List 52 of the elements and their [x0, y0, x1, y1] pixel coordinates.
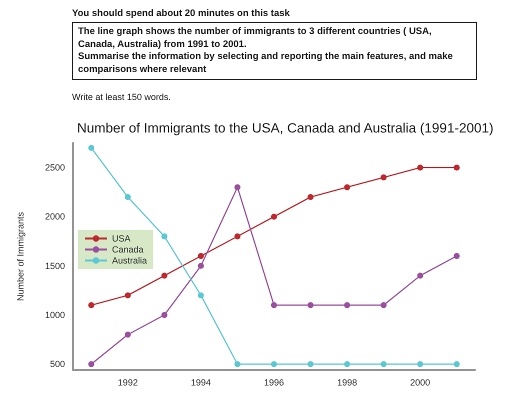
text: Write at least 150 words. [72, 92, 172, 102]
point [344, 361, 350, 368]
point [344, 184, 350, 190]
point [161, 233, 168, 240]
point [308, 194, 314, 200]
legend-label: Australia [112, 256, 148, 266]
y-tick-label: 1500 [44, 260, 65, 271]
point [271, 214, 277, 220]
x-tick-label: 1994 [190, 378, 211, 388]
x-tick-label: 1996 [264, 378, 284, 388]
point [271, 361, 277, 368]
point [124, 292, 131, 298]
point [271, 302, 277, 308]
point [344, 302, 350, 308]
point [380, 174, 387, 180]
point [454, 164, 460, 171]
point [308, 302, 314, 308]
point [88, 302, 94, 308]
point [198, 262, 204, 269]
point [198, 292, 204, 298]
point [161, 312, 168, 318]
point [417, 272, 424, 279]
point [417, 361, 424, 368]
point [124, 194, 131, 200]
text: Summarise the information by selecting and reporting the main features, and make comparisons where relevant [78, 51, 454, 76]
y-tick-label: 500 [50, 359, 65, 370]
point [454, 253, 460, 260]
x-tick-label: 1998 [337, 378, 358, 388]
legend-label: Canada [112, 244, 144, 254]
point [161, 272, 168, 279]
point [454, 361, 460, 368]
chart-title: Number of Immigrants to the USA, Canada and Australia (1991-2001) [77, 120, 494, 136]
point [88, 361, 94, 368]
point [380, 361, 387, 368]
y-axis-title: Number of Immigrants [16, 211, 26, 302]
point [88, 144, 94, 151]
y-tick-label: 2000 [44, 212, 65, 222]
y-tick-label: 2500 [44, 162, 65, 173]
point [198, 253, 204, 260]
point [234, 184, 240, 190]
x-tick-label: 1992 [118, 378, 138, 388]
point [308, 361, 314, 368]
text: You should spend about 20 minutes on this task [72, 8, 291, 19]
x-tick-label: 2000 [410, 378, 430, 388]
point [234, 233, 240, 240]
point [124, 332, 131, 338]
y-tick-label: 1000 [44, 310, 65, 320]
legend-label: USA [112, 234, 131, 244]
point [417, 164, 424, 171]
point [234, 361, 240, 368]
text: The line graph shows the number of immigrants to 3 different countries ( USA, Canada, Australia) from 1991 to 2001. [78, 26, 433, 51]
point [380, 302, 387, 308]
